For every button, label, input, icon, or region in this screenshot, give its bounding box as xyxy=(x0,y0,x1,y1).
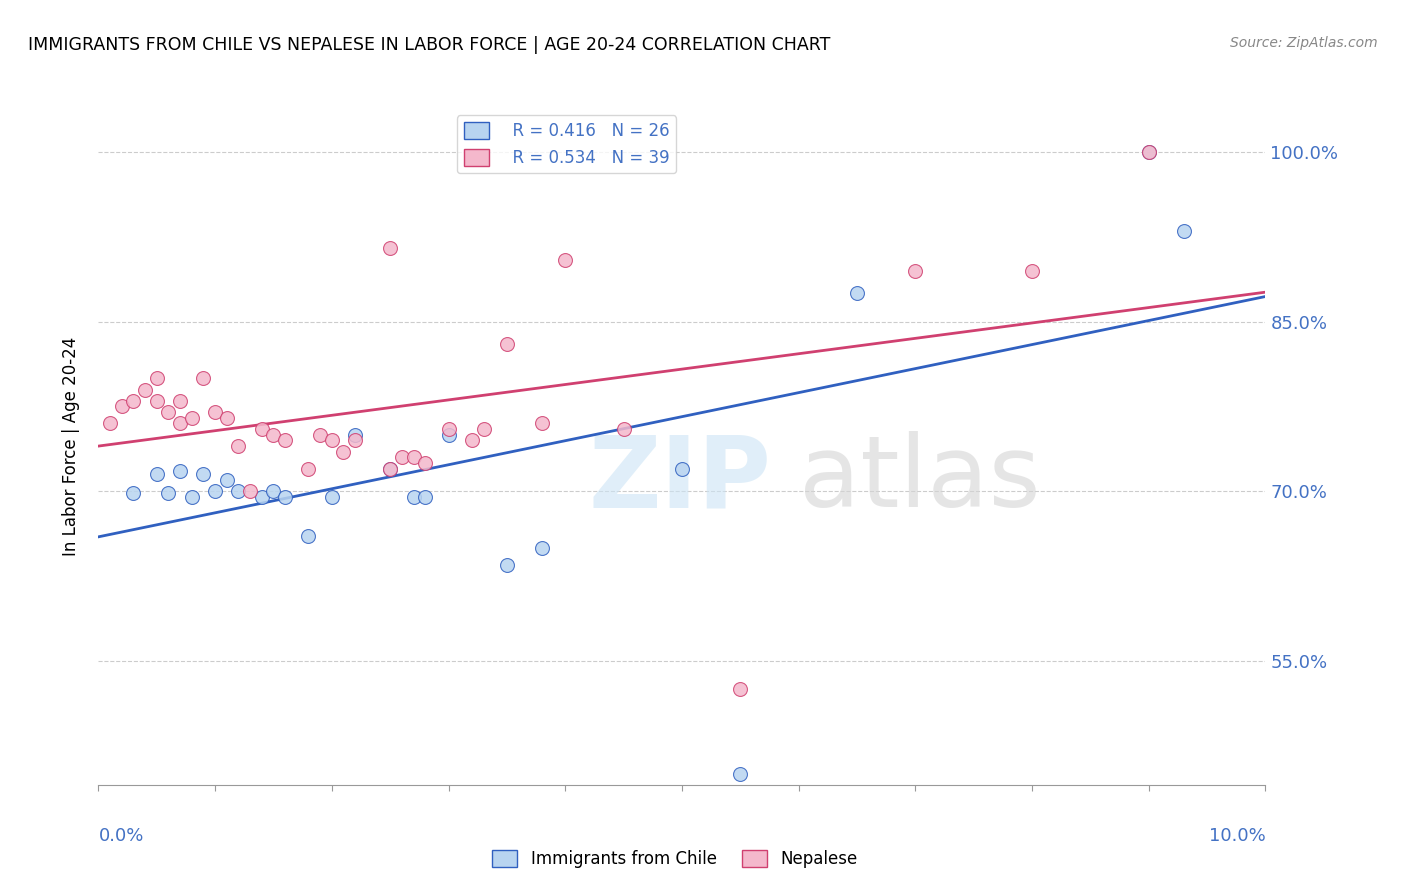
Point xyxy=(228,439,250,453)
Point xyxy=(204,484,226,499)
Point xyxy=(846,286,869,301)
Point xyxy=(321,434,343,448)
Point xyxy=(472,422,495,436)
Point xyxy=(146,371,169,385)
Legend: Immigrants from Chile, Nepalese: Immigrants from Chile, Nepalese xyxy=(485,843,865,875)
Point xyxy=(111,400,134,414)
Point xyxy=(146,393,169,408)
Point xyxy=(530,417,553,431)
Point xyxy=(437,422,460,436)
Point xyxy=(402,490,425,504)
Point xyxy=(496,337,519,351)
Point xyxy=(180,410,202,425)
Point xyxy=(250,422,273,436)
Point xyxy=(180,490,202,504)
Point xyxy=(904,264,927,278)
Point xyxy=(122,486,145,500)
Point xyxy=(262,427,284,442)
Point xyxy=(250,490,273,504)
Point xyxy=(530,541,553,555)
Point xyxy=(321,490,343,504)
Point xyxy=(274,434,297,448)
Point xyxy=(157,486,180,500)
Text: IMMIGRANTS FROM CHILE VS NEPALESE IN LABOR FORCE | AGE 20-24 CORRELATION CHART: IMMIGRANTS FROM CHILE VS NEPALESE IN LAB… xyxy=(28,36,831,54)
Point xyxy=(380,461,402,475)
Point xyxy=(380,241,402,255)
Point xyxy=(204,405,226,419)
Point xyxy=(496,558,519,572)
Text: Source: ZipAtlas.com: Source: ZipAtlas.com xyxy=(1230,36,1378,50)
Point xyxy=(193,371,215,385)
Point xyxy=(391,450,413,465)
Point xyxy=(215,410,238,425)
Point xyxy=(309,427,332,442)
Point xyxy=(239,484,262,499)
Point xyxy=(461,434,484,448)
Point xyxy=(262,484,284,499)
Point xyxy=(169,417,191,431)
Point xyxy=(297,461,319,475)
Text: atlas: atlas xyxy=(799,432,1040,528)
Point xyxy=(1173,224,1195,238)
Point xyxy=(274,490,297,504)
Point xyxy=(169,393,191,408)
Point xyxy=(380,461,402,475)
Point xyxy=(437,427,460,442)
Point xyxy=(1137,145,1160,160)
Point xyxy=(1137,145,1160,160)
Point xyxy=(228,484,250,499)
Point xyxy=(297,529,319,543)
Point xyxy=(98,417,121,431)
Point xyxy=(730,681,752,696)
Point xyxy=(671,461,693,475)
Text: ZIP: ZIP xyxy=(589,432,772,528)
Point xyxy=(612,422,634,436)
Point xyxy=(146,467,169,482)
Text: 0.0%: 0.0% xyxy=(98,827,143,845)
Point xyxy=(215,473,238,487)
Point xyxy=(134,383,156,397)
Point xyxy=(402,450,425,465)
Point xyxy=(730,766,752,780)
Point xyxy=(122,393,145,408)
Point xyxy=(169,464,191,478)
Point xyxy=(193,467,215,482)
Point xyxy=(344,434,367,448)
Point xyxy=(157,405,180,419)
Point xyxy=(332,444,354,458)
Point xyxy=(413,490,436,504)
Point xyxy=(344,427,367,442)
Text: 10.0%: 10.0% xyxy=(1209,827,1265,845)
Legend:   R = 0.416   N = 26,   R = 0.534   N = 39: R = 0.416 N = 26, R = 0.534 N = 39 xyxy=(457,115,676,173)
Point xyxy=(1021,264,1043,278)
Y-axis label: In Labor Force | Age 20-24: In Labor Force | Age 20-24 xyxy=(62,336,80,556)
Point xyxy=(554,252,576,267)
Point xyxy=(413,456,436,470)
